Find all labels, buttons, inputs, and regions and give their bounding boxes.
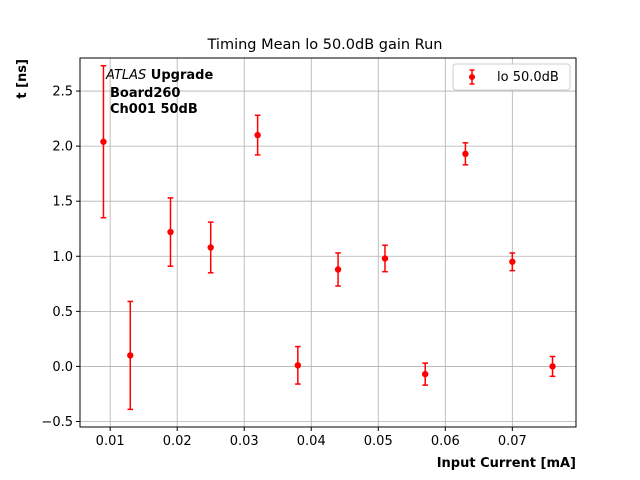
data-point <box>421 362 429 386</box>
data-point <box>462 142 469 166</box>
annotation-channel: Ch001 50dB <box>110 102 198 117</box>
annotation-board: Board260 <box>110 86 180 101</box>
y-tick-label: −0.5 <box>41 415 73 430</box>
marker <box>207 244 214 251</box>
y-tick-label: 1.5 <box>52 195 73 210</box>
legend-marker <box>469 69 475 85</box>
marker <box>381 255 389 262</box>
y-axis-ticks: −0.5 0.0 0.5 1.0 1.5 2.0 2.5 <box>41 85 80 430</box>
data-point <box>381 244 389 273</box>
data-point <box>254 114 261 156</box>
marker <box>509 258 516 265</box>
marker <box>294 362 302 369</box>
svg-text:ATLAS Upgrade: ATLAS Upgrade <box>105 68 213 83</box>
x-axis-ticks: 0.01 0.02 0.03 0.04 0.05 0.06 0.07 <box>96 427 527 449</box>
y-tick-label: 1.0 <box>52 250 73 265</box>
x-tick-label: 0.04 <box>297 434 326 449</box>
marker <box>100 138 107 145</box>
data-point <box>334 252 342 287</box>
y-tick-label: 0.0 <box>52 360 73 375</box>
x-tick-label: 0.03 <box>230 434 259 449</box>
plot-frame <box>79 57 577 428</box>
marker <box>462 150 469 158</box>
x-axis-label: Input Current [mA] <box>437 456 576 471</box>
data-point <box>294 345 302 385</box>
y-tick-label: 0.5 <box>52 305 73 320</box>
x-tick-label: 0.06 <box>431 434 460 449</box>
data-point <box>127 300 134 411</box>
y-axis-label: t [ns] <box>15 59 30 99</box>
x-tick-label: 0.07 <box>498 434 527 449</box>
marker <box>549 363 556 370</box>
grid <box>80 58 576 427</box>
x-tick-label: 0.05 <box>364 434 393 449</box>
legend-box <box>452 63 571 91</box>
marker <box>127 352 134 359</box>
y-tick-label: 2.0 <box>52 140 73 155</box>
x-tick-label: 0.01 <box>96 434 125 449</box>
marker <box>334 266 342 273</box>
chart-title: Timing Mean lo 50.0dB gain Run <box>207 37 443 53</box>
data-point <box>167 197 174 267</box>
x-tick-label: 0.02 <box>163 434 192 449</box>
atlas-annotation: ATLAS Upgrade Board260 Ch001 50dB <box>105 68 213 117</box>
legend-label: lo 50.0dB <box>497 70 559 85</box>
data-point <box>100 64 107 219</box>
data-series <box>100 64 556 411</box>
marker <box>254 131 261 139</box>
y-tick-label: 2.5 <box>52 85 73 100</box>
marker <box>421 370 429 378</box>
data-point <box>509 252 516 272</box>
data-point <box>207 221 214 274</box>
annotation-atlas: ATLAS <box>105 68 146 83</box>
annotation-upgrade: Upgrade <box>146 68 213 83</box>
marker <box>167 228 174 236</box>
data-point <box>549 355 556 378</box>
legend: lo 50.0dB <box>452 63 571 91</box>
